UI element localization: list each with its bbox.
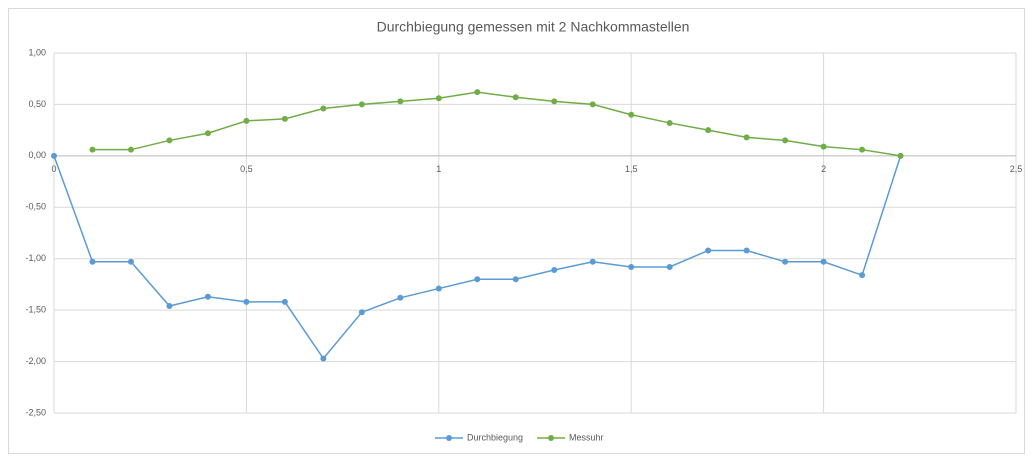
point xyxy=(204,293,211,300)
point xyxy=(127,258,134,265)
legend-marker xyxy=(548,435,555,441)
legend-label: Messuhr xyxy=(569,432,604,442)
point xyxy=(320,105,327,112)
point xyxy=(743,247,750,254)
y-tick-label: -1,50 xyxy=(25,305,46,315)
point xyxy=(397,294,404,301)
point xyxy=(705,127,712,134)
point xyxy=(859,146,866,153)
point xyxy=(820,258,827,265)
point xyxy=(705,247,712,254)
legend-label: Durchbiegung xyxy=(467,432,523,442)
point xyxy=(474,276,481,283)
point xyxy=(589,258,596,265)
point xyxy=(243,117,250,124)
point xyxy=(589,101,596,108)
point xyxy=(204,130,211,137)
point xyxy=(166,137,173,144)
point xyxy=(512,94,519,101)
point xyxy=(820,143,827,150)
x-tick-label: 1,5 xyxy=(625,164,638,174)
y-tick-label: -0,50 xyxy=(25,202,46,212)
x-tick-label: 2,5 xyxy=(1010,164,1023,174)
point xyxy=(551,98,558,105)
point xyxy=(628,111,635,118)
y-tick-label: 0,00 xyxy=(28,150,46,160)
point xyxy=(320,355,327,362)
chart-border xyxy=(8,8,1025,454)
point xyxy=(435,95,442,102)
point xyxy=(281,115,288,122)
chart-title: Durchbiegung gemessen mit 2 Nachkommaste… xyxy=(377,19,690,35)
point xyxy=(782,258,789,265)
point xyxy=(474,89,481,96)
x-tick-label: 0 xyxy=(51,164,56,174)
point xyxy=(397,98,404,105)
y-tick-label: -2,00 xyxy=(25,356,46,366)
point xyxy=(358,101,365,108)
point xyxy=(358,309,365,316)
point xyxy=(666,119,673,126)
point xyxy=(89,258,96,265)
point xyxy=(51,152,57,159)
point xyxy=(89,146,96,153)
point xyxy=(628,263,635,270)
point xyxy=(743,134,750,141)
point xyxy=(166,303,173,310)
y-tick-label: -2,50 xyxy=(25,407,46,417)
point xyxy=(243,298,250,305)
x-tick-label: 2 xyxy=(821,164,826,174)
point xyxy=(859,272,866,279)
point xyxy=(666,263,673,270)
point xyxy=(127,146,134,153)
point xyxy=(512,276,519,283)
point xyxy=(782,137,789,144)
x-tick-label: 0,5 xyxy=(240,164,253,174)
point xyxy=(281,298,288,305)
point xyxy=(435,285,442,292)
point xyxy=(897,152,904,159)
point xyxy=(551,267,558,274)
x-tick-label: 1 xyxy=(436,164,441,174)
y-tick-label: 1,00 xyxy=(28,47,46,57)
y-tick-label: -1,00 xyxy=(25,253,46,263)
y-tick-label: 0,50 xyxy=(28,99,46,109)
series-line xyxy=(92,91,901,157)
legend-marker xyxy=(446,435,452,441)
